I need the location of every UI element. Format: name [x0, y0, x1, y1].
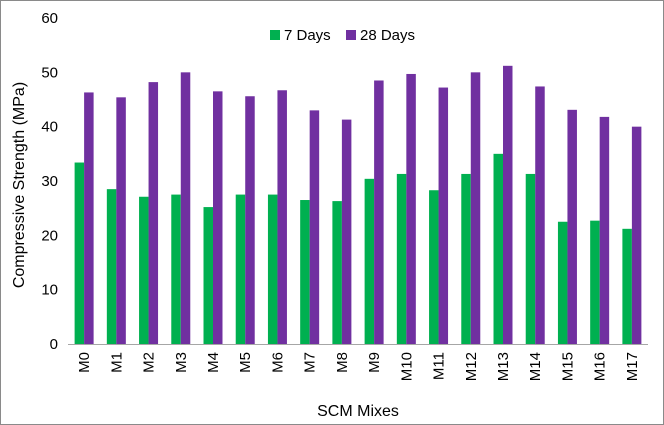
- bar-28-days-m13: [503, 65, 513, 345]
- legend: 7 Days 28 Days: [270, 27, 415, 44]
- legend-swatch-28-days: [346, 30, 356, 40]
- y-tick-label: 20: [41, 227, 58, 244]
- bar-28-days-m14: [535, 86, 545, 345]
- bar-7-days-m7: [300, 200, 310, 344]
- x-tick-label-m7: M7: [302, 352, 319, 373]
- legend-label-28-days: 28 Days: [360, 27, 415, 44]
- bar-7-days-m9: [364, 178, 375, 344]
- x-tick-label-m6: M6: [269, 352, 286, 373]
- y-tick-label: 30: [41, 173, 58, 190]
- bar-7-days-m4: [203, 207, 213, 344]
- x-tick-label-m11: M11: [431, 352, 448, 380]
- y-tick-label: 0: [50, 336, 58, 353]
- bar-7-days-m1: [106, 189, 117, 344]
- bar-28-days-m0: [84, 92, 94, 344]
- x-tick-label-m13: M13: [495, 352, 512, 381]
- x-tick-label-m8: M8: [334, 352, 351, 373]
- x-tick-label-m17: M17: [624, 352, 641, 381]
- bar-28-days-m8: [341, 119, 352, 344]
- bar-28-days-m6: [277, 90, 287, 344]
- bar-7-days-m10: [396, 173, 407, 344]
- bar-28-days-m4: [213, 91, 223, 344]
- bar-7-days-m17: [622, 228, 632, 344]
- x-tick-label-m2: M2: [141, 352, 158, 373]
- y-axis-ticks: 0 10 20 30 40 50 60: [41, 10, 58, 353]
- bar-28-days-m10: [406, 73, 416, 345]
- x-tick-label-m9: M9: [366, 352, 383, 373]
- bar-28-days-m7: [309, 110, 320, 344]
- x-tick-label-m3: M3: [173, 352, 190, 373]
- bar-28-days-m17: [631, 126, 642, 345]
- bar-7-days-m3: [171, 194, 181, 344]
- x-axis-title: SCM Mixes: [317, 403, 399, 420]
- x-tick-label-m16: M16: [592, 352, 609, 381]
- bar-28-days-m15: [567, 109, 577, 344]
- x-tick-label-m5: M5: [237, 352, 254, 373]
- bar-7-days-m12: [461, 173, 471, 344]
- bar-7-days-m14: [525, 173, 536, 344]
- bar-7-days-m6: [267, 194, 278, 344]
- bar-7-days-m0: [74, 162, 85, 344]
- y-tick-label: 40: [41, 119, 58, 136]
- bar-7-days-m16: [590, 220, 600, 344]
- bar-7-days-m13: [493, 153, 503, 344]
- x-tick-label-m12: M12: [463, 352, 480, 381]
- y-axis-title: Compressive Strength (MPa): [11, 82, 28, 288]
- x-tick-label-m0: M0: [76, 352, 93, 373]
- legend-swatch-7-days: [270, 30, 280, 40]
- bar-7-days-m11: [429, 190, 439, 344]
- x-tick-label-m14: M14: [527, 352, 544, 381]
- legend-label-7-days: 7 Days: [284, 27, 331, 44]
- bar-7-days-m5: [235, 194, 246, 344]
- bar-28-days-m2: [148, 82, 159, 344]
- x-tick-label-m15: M15: [559, 352, 576, 381]
- bar-7-days-m15: [557, 221, 568, 344]
- bar-28-days-m1: [116, 97, 126, 345]
- y-tick-label: 60: [41, 10, 58, 27]
- bar-28-days-m11: [438, 87, 449, 345]
- bar-7-days-m2: [139, 196, 149, 344]
- bar-28-days-m12: [470, 72, 481, 344]
- x-axis-ticks: M0 M1 M2 M3 M4 M5 M6 M7 M8 M9 M10 M11 M12 M13 M14 M15 M1…: [76, 352, 641, 381]
- y-tick-label: 10: [41, 282, 58, 299]
- x-tick-label-m4: M4: [205, 352, 222, 373]
- x-tick-label-m1: M1: [108, 352, 125, 373]
- bar-7-days-m8: [332, 201, 342, 344]
- y-tick-label: 50: [41, 64, 58, 81]
- x-tick-label-m10: M10: [398, 352, 415, 381]
- bars: [74, 65, 642, 345]
- bar-28-days-m9: [374, 80, 384, 344]
- bar-28-days-m5: [245, 96, 255, 345]
- bar-28-days-m3: [180, 72, 191, 344]
- bar-28-days-m16: [599, 116, 610, 345]
